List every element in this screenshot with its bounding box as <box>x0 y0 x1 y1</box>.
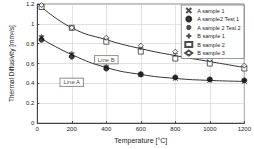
svg-text:0.4: 0.4 <box>26 80 35 86</box>
svg-text:400: 400 <box>101 126 112 132</box>
svg-text:0.2: 0.2 <box>26 100 35 106</box>
svg-text:1000: 1000 <box>203 126 217 132</box>
svg-text:1200: 1200 <box>238 126 252 132</box>
svg-text:Temperature [°C]: Temperature [°C] <box>114 137 167 145</box>
svg-text:0: 0 <box>36 126 40 132</box>
svg-text:A sample 2 Test 2: A sample 2 Test 2 <box>197 25 240 31</box>
svg-text:0.8: 0.8 <box>26 41 35 47</box>
svg-text:B sample 2: B sample 2 <box>197 42 225 48</box>
svg-text:200: 200 <box>67 126 78 132</box>
svg-text:Line A: Line A <box>63 79 80 85</box>
svg-text:B sample 3: B sample 3 <box>197 50 225 56</box>
svg-text:A sample 1: A sample 1 <box>197 8 224 14</box>
svg-text:1: 1 <box>31 21 35 27</box>
svg-text:A sample2 Test 1: A sample2 Test 1 <box>197 16 239 22</box>
svg-text:Thermal Diffusivity [mm²/s]: Thermal Diffusivity [mm²/s] <box>8 25 16 102</box>
svg-text:600: 600 <box>136 126 147 132</box>
svg-text:1.2: 1.2 <box>26 1 35 7</box>
svg-text:800: 800 <box>170 126 181 132</box>
svg-text:0: 0 <box>31 120 35 126</box>
svg-text:B sample 1: B sample 1 <box>197 33 225 39</box>
svg-text:0.6: 0.6 <box>26 61 35 67</box>
svg-text:Line B: Line B <box>98 57 115 63</box>
